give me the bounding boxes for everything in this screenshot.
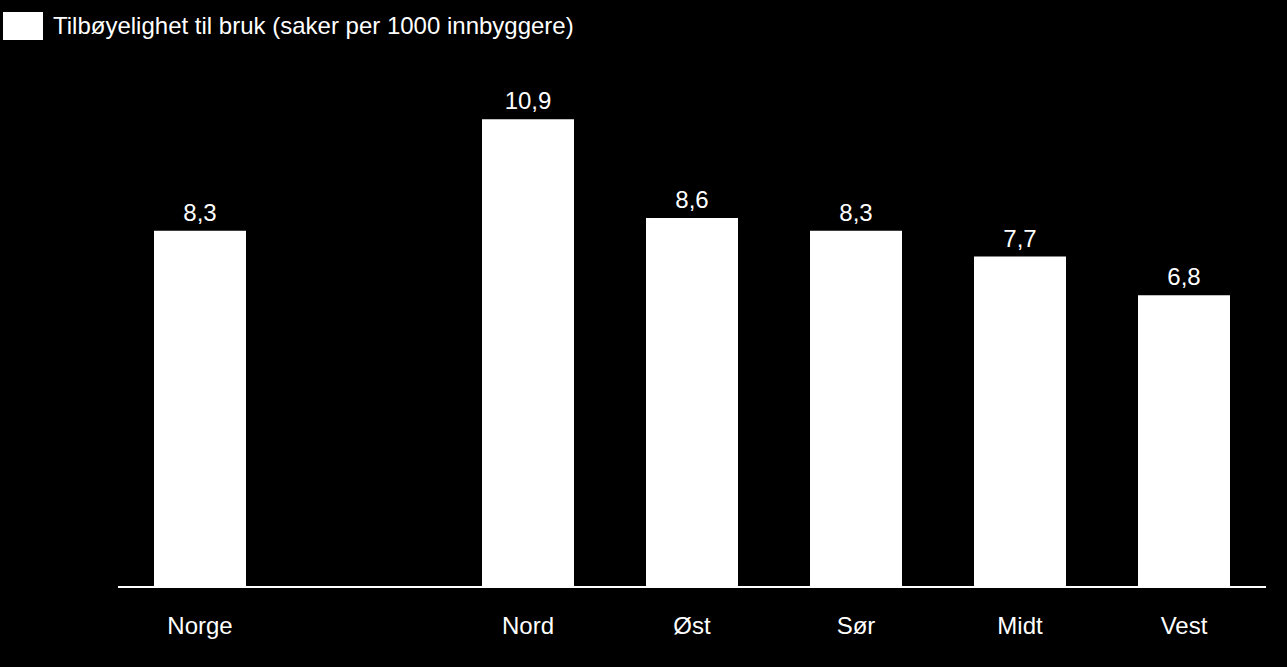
- svg-text:8,3: 8,3: [183, 199, 216, 226]
- svg-text:7,7: 7,7: [1003, 225, 1036, 252]
- svg-text:8,3: 8,3: [839, 199, 872, 226]
- svg-text:Nord: Nord: [502, 612, 554, 639]
- svg-text:6,8: 6,8: [1167, 263, 1200, 290]
- svg-text:Vest: Vest: [1161, 612, 1208, 639]
- svg-text:10,9: 10,9: [505, 87, 552, 114]
- html-text:Tilbøyelighet til bruk (saker: Tilbøyelighet til bruk (saker per 1000 i…: [53, 12, 574, 39]
- svg-text:Øst: Øst: [673, 612, 711, 639]
- svg-text:Norge: Norge: [167, 612, 232, 639]
- svg-text:Midt: Midt: [997, 612, 1043, 639]
- svg-text:Sør: Sør: [837, 612, 876, 639]
- svg-text:8,6: 8,6: [675, 186, 708, 213]
